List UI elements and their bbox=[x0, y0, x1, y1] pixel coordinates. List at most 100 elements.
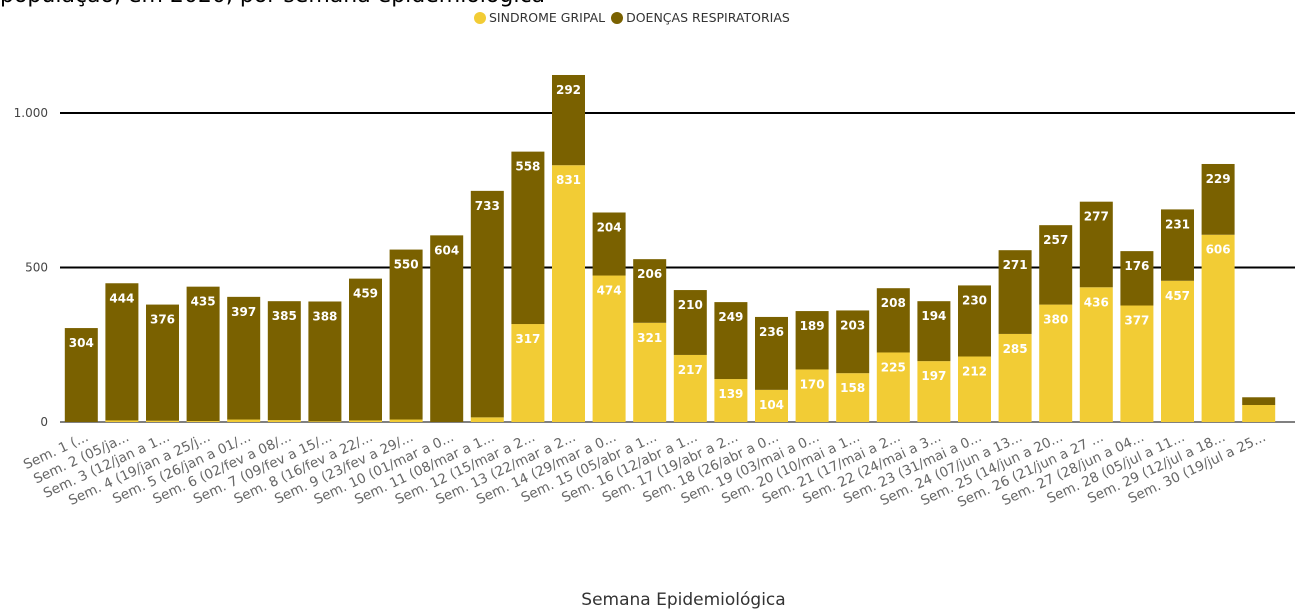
data-label-sindrome-gripal: 474 bbox=[597, 284, 622, 298]
bar-sindrome-gripal[interactable] bbox=[633, 322, 667, 422]
bar-sindrome-gripal[interactable] bbox=[186, 421, 220, 422]
data-label-doencas-respiratorias: 459 bbox=[353, 287, 378, 301]
data-label-doencas-respiratorias: 388 bbox=[312, 309, 337, 323]
bar-sindrome-gripal[interactable] bbox=[876, 352, 910, 422]
bar-doencas-respiratorias[interactable] bbox=[836, 310, 870, 374]
bar-doencas-respiratorias[interactable] bbox=[389, 249, 423, 420]
bar-sindrome-gripal[interactable] bbox=[1201, 234, 1235, 422]
bar-sindrome-gripal[interactable] bbox=[1079, 287, 1113, 422]
bar-doencas-respiratorias[interactable] bbox=[795, 311, 829, 370]
data-label-sindrome-gripal: 377 bbox=[1124, 314, 1149, 328]
bar-doencas-respiratorias[interactable] bbox=[755, 316, 788, 390]
y-tick-label: 1.000 bbox=[14, 106, 48, 120]
legend-swatch-sindrome-gripal bbox=[474, 11, 486, 24]
bar-sindrome-gripal[interactable] bbox=[836, 373, 870, 422]
data-label-doencas-respiratorias: 230 bbox=[962, 293, 987, 307]
data-label-doencas-respiratorias: 444 bbox=[109, 291, 134, 305]
bar-doencas-respiratorias[interactable] bbox=[958, 285, 991, 357]
y-axis-tick-labels: 0 500 1.000 bbox=[14, 106, 48, 429]
bar-doencas-respiratorias[interactable] bbox=[227, 296, 261, 420]
bar-doencas-respiratorias[interactable] bbox=[430, 235, 464, 422]
bar-doencas-respiratorias[interactable] bbox=[876, 288, 910, 353]
bar-sindrome-gripal[interactable] bbox=[1242, 405, 1276, 422]
data-label-doencas-respiratorias: 257 bbox=[1043, 233, 1068, 247]
y-tick-label: 0 bbox=[40, 415, 48, 429]
bar-sindrome-gripal[interactable] bbox=[998, 333, 1032, 422]
data-label-doencas-respiratorias: 733 bbox=[475, 199, 500, 213]
bar-sindrome-gripal[interactable] bbox=[795, 369, 829, 422]
bar-sindrome-gripal[interactable] bbox=[714, 379, 748, 422]
data-label-doencas-respiratorias: 249 bbox=[718, 310, 743, 324]
bar-sindrome-gripal[interactable] bbox=[511, 324, 545, 422]
bar-doencas-respiratorias[interactable] bbox=[64, 328, 98, 422]
bar-sindrome-gripal[interactable] bbox=[227, 419, 261, 422]
data-label-sindrome-gripal: 158 bbox=[840, 381, 865, 395]
bar-sindrome-gripal[interactable] bbox=[146, 420, 179, 422]
bar-doencas-respiratorias[interactable] bbox=[267, 301, 301, 421]
bar-sindrome-gripal[interactable] bbox=[755, 389, 788, 422]
data-label-doencas-respiratorias: 435 bbox=[191, 295, 216, 309]
bar-sindrome-gripal[interactable] bbox=[958, 356, 991, 422]
legend-item-doencas-respiratorias[interactable]: DOENÇAS RESPIRATORIAS bbox=[611, 10, 790, 25]
bar-doencas-respiratorias[interactable] bbox=[1161, 209, 1194, 281]
data-label-doencas-respiratorias: 210 bbox=[678, 298, 703, 312]
bar-sindrome-gripal[interactable] bbox=[673, 354, 707, 422]
bar-sindrome-gripal[interactable] bbox=[389, 419, 423, 422]
bar-sindrome-gripal[interactable] bbox=[1120, 305, 1154, 422]
bar-sindrome-gripal[interactable] bbox=[592, 275, 626, 422]
bar-sindrome-gripal[interactable] bbox=[349, 420, 382, 422]
data-label-sindrome-gripal: 436 bbox=[1084, 295, 1109, 309]
bar-sindrome-gripal[interactable] bbox=[267, 420, 301, 422]
data-label-doencas-respiratorias: 304 bbox=[69, 336, 94, 350]
data-label-doencas-respiratorias: 558 bbox=[515, 160, 540, 174]
data-label-sindrome-gripal: 317 bbox=[515, 332, 540, 346]
data-label-sindrome-gripal: 285 bbox=[1003, 342, 1028, 356]
bar-doencas-respiratorias[interactable] bbox=[673, 290, 707, 355]
bar-sindrome-gripal[interactable] bbox=[308, 421, 342, 422]
data-label-doencas-respiratorias: 189 bbox=[800, 319, 825, 333]
data-label-doencas-respiratorias: 604 bbox=[434, 243, 459, 257]
bars-layer bbox=[64, 74, 1276, 422]
data-label-doencas-respiratorias: 204 bbox=[597, 220, 622, 234]
bar-doencas-respiratorias[interactable] bbox=[1201, 163, 1235, 235]
bar-sindrome-gripal[interactable] bbox=[470, 417, 504, 422]
bar-doencas-respiratorias[interactable] bbox=[186, 286, 220, 422]
bar-doencas-respiratorias[interactable] bbox=[1120, 251, 1154, 306]
bar-doencas-respiratorias[interactable] bbox=[1039, 225, 1073, 305]
data-labels-layer: 304 444 376 435 397 385 388 459 550 604 733 317 558 8… bbox=[69, 83, 1231, 412]
bar-sindrome-gripal[interactable] bbox=[917, 361, 951, 422]
bar-doencas-respiratorias[interactable] bbox=[308, 301, 342, 422]
bar-sindrome-gripal[interactable] bbox=[105, 420, 139, 422]
bar-doencas-respiratorias[interactable] bbox=[592, 212, 626, 276]
legend-swatch-doencas-respiratorias bbox=[611, 11, 624, 24]
bar-doencas-respiratorias[interactable] bbox=[714, 302, 748, 380]
bar-sindrome-gripal[interactable] bbox=[552, 165, 585, 422]
bar-doencas-respiratorias[interactable] bbox=[349, 278, 382, 421]
bar-doencas-respiratorias[interactable] bbox=[552, 74, 585, 166]
bar-doencas-respiratorias[interactable] bbox=[998, 250, 1032, 334]
data-label-doencas-respiratorias: 194 bbox=[921, 309, 946, 323]
data-label-sindrome-gripal: 321 bbox=[637, 331, 662, 345]
data-label-sindrome-gripal: 831 bbox=[556, 173, 581, 187]
data-label-doencas-respiratorias: 550 bbox=[394, 258, 419, 272]
bar-doencas-respiratorias[interactable] bbox=[917, 301, 951, 362]
y-tick-label: 500 bbox=[25, 261, 48, 275]
bar-doencas-respiratorias[interactable] bbox=[633, 259, 667, 323]
bar-doencas-respiratorias[interactable] bbox=[105, 283, 139, 421]
data-label-doencas-respiratorias: 277 bbox=[1084, 210, 1109, 224]
bar-doencas-respiratorias[interactable] bbox=[1079, 201, 1113, 288]
data-label-doencas-respiratorias: 376 bbox=[150, 313, 175, 327]
data-label-sindrome-gripal: 380 bbox=[1043, 313, 1068, 327]
bar-sindrome-gripal[interactable] bbox=[1161, 280, 1194, 422]
legend-item-sindrome-gripal[interactable]: SINDROME GRIPAL bbox=[474, 10, 605, 25]
bar-doencas-respiratorias[interactable] bbox=[511, 151, 545, 325]
data-label-doencas-respiratorias: 236 bbox=[759, 325, 784, 339]
bar-doencas-respiratorias[interactable] bbox=[146, 304, 179, 421]
legend-label-doencas-respiratorias: DOENÇAS RESPIRATORIAS bbox=[626, 10, 790, 25]
data-label-sindrome-gripal: 457 bbox=[1165, 289, 1190, 303]
bar-doencas-respiratorias[interactable] bbox=[470, 190, 504, 418]
data-label-doencas-respiratorias: 206 bbox=[637, 267, 662, 281]
bar-sindrome-gripal[interactable] bbox=[1039, 304, 1073, 422]
bar-doencas-respiratorias[interactable] bbox=[1242, 397, 1276, 406]
